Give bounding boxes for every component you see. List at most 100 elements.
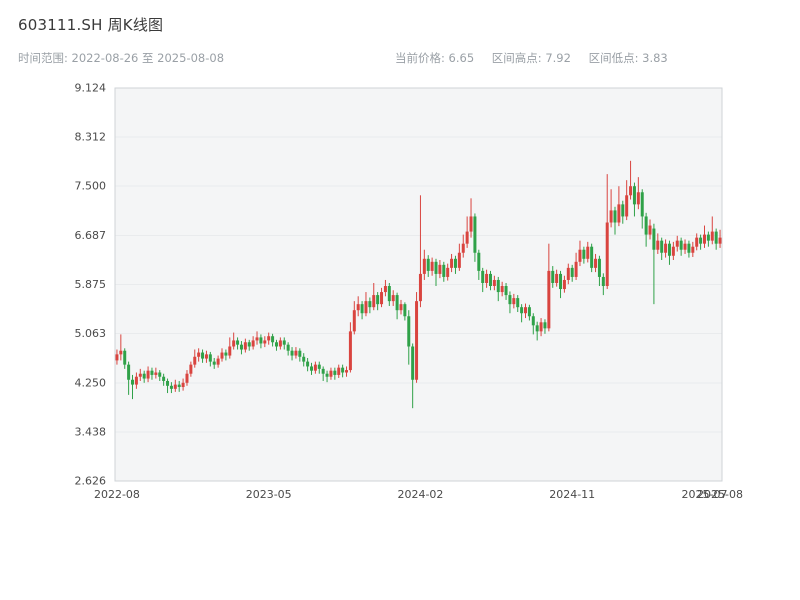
candlestick-week xyxy=(605,174,609,290)
candlestick-week xyxy=(329,367,333,380)
candlestick-week xyxy=(341,364,345,378)
candlestick-week xyxy=(508,291,512,314)
candlestick-week xyxy=(469,198,473,238)
plot-border xyxy=(114,87,723,482)
candlestick-week xyxy=(601,273,605,296)
candlestick-week xyxy=(648,219,652,240)
candlestick-week xyxy=(679,237,683,256)
candlestick-week xyxy=(232,332,236,350)
candlestick-week xyxy=(317,361,321,374)
candlestick-week xyxy=(391,290,395,306)
candlestick-week xyxy=(574,252,578,280)
candlestick-week xyxy=(597,255,601,287)
candlestick-week xyxy=(706,231,710,247)
candlestick-week xyxy=(403,302,407,321)
candlestick-week xyxy=(134,372,138,389)
candlestick-week xyxy=(337,364,341,378)
candlestick-week xyxy=(594,253,598,273)
candlestick-week xyxy=(364,292,368,317)
candlestick-week xyxy=(239,341,243,355)
candlestick-week xyxy=(504,282,508,300)
candlestick-week xyxy=(629,160,633,200)
y-axis-tick-label: 9.124 xyxy=(75,82,107,95)
candlestick-week xyxy=(644,212,648,247)
candlestick-week xyxy=(664,239,668,258)
candlestick-week xyxy=(127,361,131,395)
candlestick-week xyxy=(399,299,403,315)
candlestick-week xyxy=(282,337,286,350)
candlestick-week xyxy=(220,348,224,362)
candlestick-week xyxy=(477,249,481,280)
candlestick-week xyxy=(278,337,282,350)
candlestick-week xyxy=(309,362,313,375)
candlestick-week xyxy=(298,348,302,362)
candlestick-week xyxy=(302,353,306,367)
candlestick-week xyxy=(212,357,216,369)
candlestick-week xyxy=(512,293,516,309)
candlestick-week xyxy=(566,263,570,285)
candlestick-week xyxy=(325,370,329,383)
candlestick-week xyxy=(640,189,644,229)
x-axis-tick-label: 2024-02 xyxy=(397,488,443,501)
candlestick-week xyxy=(691,241,695,257)
candlestick-week xyxy=(166,378,170,394)
x-axis-tick-label: 2024-11 xyxy=(549,488,595,501)
candlestick-week xyxy=(539,318,543,337)
candlestick-week xyxy=(613,206,617,235)
candlestick-week xyxy=(714,228,718,250)
candlestick-week xyxy=(387,282,391,306)
candlestick-week xyxy=(473,213,477,262)
candlestick-week xyxy=(562,275,566,293)
candlestick-week xyxy=(372,282,376,311)
candlestick-week xyxy=(286,342,290,356)
candlestick-week xyxy=(652,223,656,305)
candlestick-week xyxy=(625,180,629,221)
candlestick-week xyxy=(609,189,613,228)
candlestick-week xyxy=(461,234,465,258)
candlestick-week xyxy=(407,310,411,365)
candlestick-week xyxy=(131,374,135,400)
candlestick-week xyxy=(162,373,166,386)
candlestick-week xyxy=(535,321,539,341)
candlestick-week xyxy=(547,243,551,332)
x-axis-tick-label: 2022-08 xyxy=(94,488,140,501)
candlestick-week xyxy=(181,378,185,391)
candlestick-week xyxy=(500,281,504,297)
y-axis-tick-label: 5.063 xyxy=(75,327,107,340)
candlestick-week xyxy=(434,258,438,287)
candlestick-week xyxy=(699,234,703,250)
candlestick-week xyxy=(422,249,426,280)
candlestick-week xyxy=(411,343,415,409)
candlestick-week xyxy=(348,322,352,373)
candlestick-week xyxy=(485,269,489,288)
x-axis-tick-label: 2025-08 xyxy=(697,488,743,501)
x-axis-tick-label: 2025-07 xyxy=(682,488,728,501)
candlestick-week xyxy=(543,319,547,334)
candlestick-week xyxy=(271,333,275,347)
candlestick-week xyxy=(189,361,193,377)
candlestick-week xyxy=(582,246,586,264)
candlestick-week xyxy=(224,349,228,361)
candlestick-week xyxy=(193,349,197,368)
candlestick-week xyxy=(263,336,267,348)
candlestick-week xyxy=(333,367,337,380)
candlestick-week xyxy=(313,361,317,374)
x-axis-tick-label: 2023-05 xyxy=(246,488,292,501)
chart-title: 603111.SH 周K线图 xyxy=(18,16,164,34)
candlestick-week xyxy=(465,216,469,248)
candlestick-week xyxy=(115,349,119,365)
candlestick-week xyxy=(559,270,563,299)
candlestick-week xyxy=(177,380,181,392)
candlestick-week xyxy=(383,279,387,297)
candlestick-week xyxy=(450,253,454,273)
y-axis-tick-label: 6.687 xyxy=(75,229,107,242)
candlestick-week xyxy=(290,347,294,361)
candlestick-week xyxy=(695,233,699,251)
candlestick-week xyxy=(321,366,325,381)
candlestick-week xyxy=(119,334,123,361)
candlestick-week xyxy=(617,186,621,227)
candlestick-week xyxy=(380,287,384,308)
candlestick-week xyxy=(656,233,660,254)
candlestick-week xyxy=(426,255,430,277)
